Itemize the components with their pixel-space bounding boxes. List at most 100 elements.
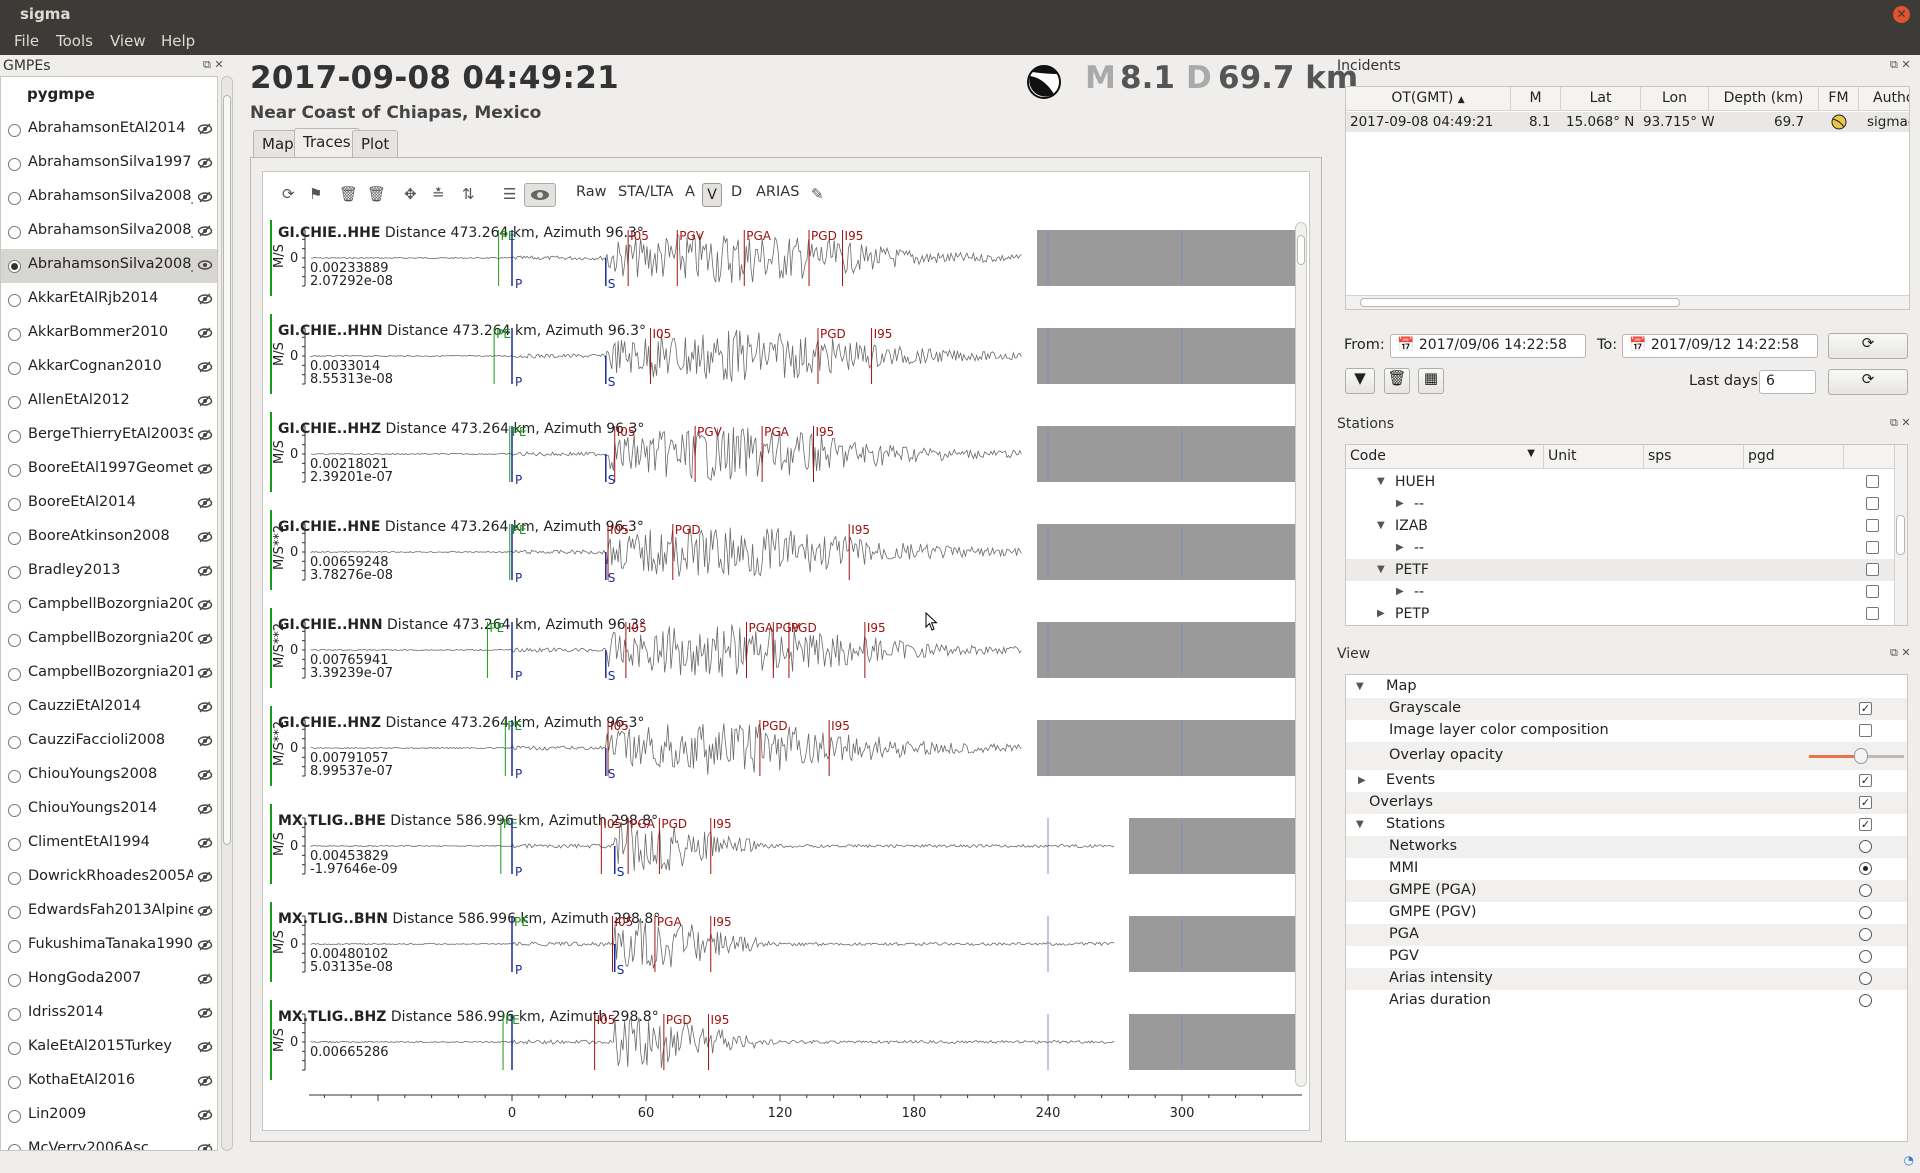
- station-row[interactable]: ▼ PETF: [1346, 559, 1901, 581]
- gmpe-item[interactable]: AkkarBommer2010: [1, 317, 217, 351]
- station-checkbox[interactable]: [1866, 541, 1879, 554]
- gmpe-item[interactable]: KothaEtAl2016: [1, 1065, 217, 1099]
- view-events-row[interactable]: ▶ Events ✓: [1346, 770, 1907, 792]
- eye-icon[interactable]: [197, 224, 213, 238]
- gmpe-item[interactable]: DowrickRhoades2005Asc: [1, 861, 217, 895]
- gmpe-item[interactable]: Idriss2014: [1, 997, 217, 1031]
- stalta-button[interactable]: STA/LTA: [618, 184, 674, 200]
- col-pgd[interactable]: pgd: [1744, 445, 1844, 469]
- gmpe-item[interactable]: AbrahamsonSilva2008_-1: [1, 249, 217, 283]
- stations-checkbox[interactable]: ✓: [1859, 818, 1872, 831]
- gmpe-radio[interactable]: [8, 362, 21, 375]
- eye-icon[interactable]: [197, 326, 213, 340]
- eye-icon[interactable]: [197, 122, 213, 136]
- overlay-opacity-slider[interactable]: [1809, 748, 1904, 764]
- eye-icon[interactable]: [197, 394, 213, 408]
- tree-arrow-icon[interactable]: ▶: [1377, 608, 1385, 619]
- gmpe-item[interactable]: AllenEtAl2012: [1, 385, 217, 419]
- gmpe-item[interactable]: ClimentEtAl1994: [1, 827, 217, 861]
- grayscale-checkbox[interactable]: ✓: [1859, 702, 1872, 715]
- refresh-icon[interactable]: ⟳: [282, 185, 295, 203]
- gmpe-radio[interactable]: [8, 124, 21, 137]
- gmpe-item[interactable]: BooreEtAl2014: [1, 487, 217, 521]
- gmpe-radio[interactable]: [8, 192, 21, 205]
- overlays-checkbox[interactable]: ✓: [1859, 796, 1872, 809]
- gmpe-item[interactable]: AbrahamsonSilva2008_1: [1, 181, 217, 215]
- channel-row[interactable]: ▶ --: [1346, 493, 1901, 515]
- list-icon[interactable]: ☰: [503, 185, 517, 203]
- tree-arrow-icon[interactable]: ▼: [1377, 520, 1385, 531]
- station-mode-row[interactable]: PGV: [1346, 946, 1907, 968]
- delete-icon[interactable]: 🗑: [339, 185, 359, 203]
- refresh-days-button[interactable]: ⟳: [1828, 369, 1908, 395]
- to-datetime-input[interactable]: 📅 2017/09/12 14:22:58: [1622, 334, 1818, 358]
- incidents-hscrollbar[interactable]: [1346, 295, 1909, 309]
- gmpe-radio[interactable]: [8, 668, 21, 681]
- gmpe-item[interactable]: FukushimaTanaka1990: [1, 929, 217, 963]
- station-row[interactable]: ▼ IZAB: [1346, 515, 1901, 537]
- station-mode-radio[interactable]: [1859, 928, 1872, 941]
- col-depth[interactable]: Depth (km): [1709, 87, 1819, 111]
- tab-traces[interactable]: Traces: [294, 128, 360, 158]
- gmpe-radio[interactable]: [8, 1110, 21, 1123]
- station-mode-radio[interactable]: [1859, 994, 1872, 1007]
- gmpe-item[interactable]: CampbellBozorgnia2003: [1, 589, 217, 623]
- channel-row[interactable]: ▶ --: [1346, 537, 1901, 559]
- raw-button[interactable]: Raw: [576, 184, 607, 200]
- eye-icon[interactable]: [197, 190, 213, 204]
- gmpe-radio[interactable]: [8, 260, 21, 273]
- station-checkbox[interactable]: [1866, 475, 1879, 488]
- gmpe-dock-buttons[interactable]: ⧉ ✕: [203, 58, 224, 71]
- gmpe-item[interactable]: AkkarEtAlRjb2014: [1, 283, 217, 317]
- gmpe-item[interactable]: ChiouYoungs2008: [1, 759, 217, 793]
- station-mode-row[interactable]: GMPE (PGA): [1346, 880, 1907, 902]
- menu-file[interactable]: File: [14, 32, 40, 50]
- gmpe-radio[interactable]: [8, 396, 21, 409]
- gmpe-radio[interactable]: [8, 804, 21, 817]
- gmpe-item[interactable]: HongGoda2007: [1, 963, 217, 997]
- view-image-layer-row[interactable]: Image layer color composition: [1346, 720, 1907, 742]
- eye-icon[interactable]: [197, 1040, 213, 1054]
- image-layer-checkbox[interactable]: [1859, 724, 1872, 737]
- gmpe-item[interactable]: AbrahamsonEtAl2014: [1, 113, 217, 147]
- gmpe-radio[interactable]: [8, 158, 21, 171]
- eye-icon[interactable]: [197, 530, 213, 544]
- station-mode-row[interactable]: MMI: [1346, 858, 1907, 880]
- last-days-input[interactable]: 6: [1759, 370, 1816, 394]
- gmpe-item[interactable]: CauzziEtAl2014: [1, 691, 217, 725]
- overlay-opacity-handle[interactable]: [1854, 748, 1869, 764]
- eye-icon[interactable]: [197, 360, 213, 374]
- gmpe-item[interactable]: CauzziFaccioli2008: [1, 725, 217, 759]
- gmpe-item[interactable]: CampbellBozorgnia2008: [1, 623, 217, 657]
- gmpe-radio[interactable]: [8, 226, 21, 239]
- gmpe-item[interactable]: ChiouYoungs2014: [1, 793, 217, 827]
- gmpe-scrollbar[interactable]: [221, 76, 233, 1151]
- gmpe-item[interactable]: Lin2009: [1, 1099, 217, 1133]
- gmpe-radio[interactable]: [8, 430, 21, 443]
- gmpe-radio[interactable]: [8, 1076, 21, 1089]
- eye-icon[interactable]: [197, 870, 213, 884]
- gmpe-radio[interactable]: [8, 498, 21, 511]
- stations-dock-buttons[interactable]: ⧉ ✕: [1890, 416, 1911, 429]
- incident-row[interactable]: 2017-09-08 04:49:21 8.1 15.068° N 93.715…: [1346, 112, 1909, 132]
- gmpe-radio[interactable]: [8, 906, 21, 919]
- gmpe-radio[interactable]: [8, 634, 21, 647]
- tree-arrow-icon[interactable]: ▼: [1377, 564, 1385, 575]
- col-m[interactable]: M: [1511, 87, 1561, 111]
- gmpe-radio[interactable]: [8, 872, 21, 885]
- gmpe-radio[interactable]: [8, 736, 21, 749]
- station-mode-radio[interactable]: [1859, 884, 1872, 897]
- gmpe-radio[interactable]: [8, 1008, 21, 1021]
- delete-all-icon[interactable]: 🗑: [367, 185, 387, 203]
- col-lat[interactable]: Lat: [1561, 87, 1641, 111]
- gmpe-item[interactable]: AbrahamsonSilva1997: [1, 147, 217, 181]
- tree-arrow-icon[interactable]: ▼: [1377, 476, 1385, 487]
- col-fm[interactable]: FM: [1819, 87, 1859, 111]
- station-mode-row[interactable]: GMPE (PGV): [1346, 902, 1907, 924]
- gmpe-radio[interactable]: [8, 940, 21, 953]
- tree-arrow-icon[interactable]: ▶: [1396, 542, 1404, 553]
- gmpe-radio[interactable]: [8, 464, 21, 477]
- eye-icon[interactable]: [197, 836, 213, 850]
- station-checkbox[interactable]: [1866, 563, 1879, 576]
- eye-icon[interactable]: [197, 1108, 213, 1122]
